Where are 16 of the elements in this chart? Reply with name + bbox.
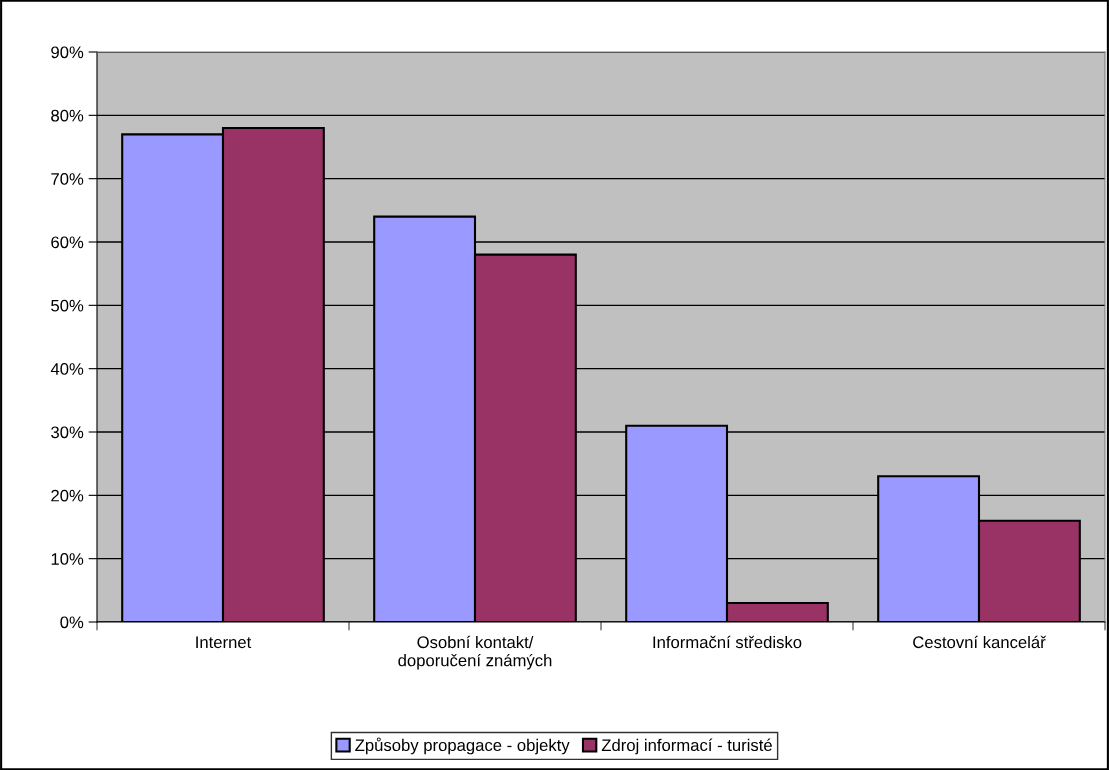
legend-label: Způsoby propagace - objekty	[355, 737, 570, 755]
x-tick-label: Cestovní kancelář	[913, 635, 1046, 649]
y-tick-label: 20%	[51, 489, 84, 502]
y-tick-label: 10%	[51, 553, 84, 565]
x-tick-label: Internet	[196, 636, 252, 649]
y-tick-label: 50%	[51, 299, 84, 312]
y-tick-label: 70%	[51, 173, 84, 185]
x-tick-label: Informační středisko	[653, 635, 802, 649]
legend-label: Zdroj informací - turisté	[601, 738, 772, 755]
y-tick-label: 80%	[51, 109, 84, 122]
y-tick-label: 0%	[60, 616, 84, 629]
y-tick-label: 90%	[51, 46, 84, 59]
y-tick-label: 60%	[51, 236, 84, 249]
x-tick-label: Osobní kontakt/ doporučení známých	[398, 635, 552, 670]
y-tick-label: 30%	[51, 426, 84, 439]
y-tick-label: 40%	[50, 363, 84, 375]
